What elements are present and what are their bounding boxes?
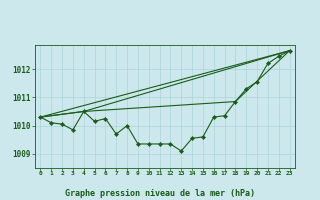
Text: Graphe pression niveau de la mer (hPa): Graphe pression niveau de la mer (hPa): [65, 189, 255, 198]
